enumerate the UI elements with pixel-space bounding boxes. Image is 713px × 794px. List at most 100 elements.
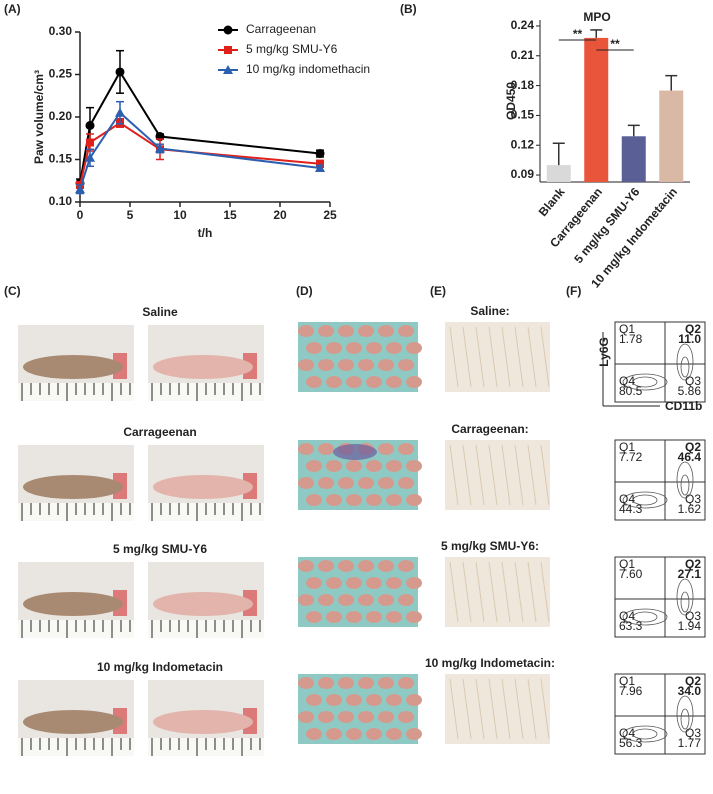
ihc-texture (527, 678, 537, 740)
he-fiber (378, 677, 394, 689)
he-fiber (318, 325, 334, 337)
ihc-texture (501, 678, 511, 740)
ihc-image (445, 557, 550, 627)
group-label: 10 mg/kg Indometacin: (425, 656, 555, 670)
he-fiber (346, 694, 362, 706)
he-fiber (406, 694, 422, 706)
contour (680, 474, 690, 496)
he-fiber (318, 594, 334, 606)
x-tick-label: 5 (127, 208, 134, 222)
photo-paw (153, 592, 253, 616)
he-fiber (386, 376, 402, 388)
marker (75, 184, 85, 194)
he-fiber (338, 560, 354, 572)
marker (115, 67, 125, 77)
quadrant-name: Q4 (619, 374, 635, 388)
he-fiber (406, 376, 422, 388)
quadrant-name: Q2 (685, 322, 701, 336)
quadrant-value: 1.94 (678, 619, 702, 633)
he-fiber (326, 694, 342, 706)
panel-label: (C) (4, 284, 21, 298)
error-bar (552, 142, 565, 166)
he-fiber (306, 694, 322, 706)
quadrant-value: 27.1 (678, 567, 702, 581)
contour (676, 695, 694, 733)
he-fiber (326, 728, 342, 740)
quadrant-value: 1.62 (678, 502, 702, 516)
he-fiber (306, 494, 322, 506)
he-fiber (386, 460, 402, 472)
panel-label: (B) (400, 2, 417, 16)
he-fiber (318, 477, 334, 489)
he-fiber (378, 325, 394, 337)
ihc-texture (527, 326, 537, 388)
he-fiber (298, 325, 314, 337)
ihc-texture (462, 326, 472, 388)
he-fiber (318, 677, 334, 689)
ihc-texture (540, 678, 550, 740)
flow-plot (614, 439, 706, 521)
quadrant-name: Q2 (685, 557, 701, 571)
ihc-texture (475, 326, 485, 388)
he-fiber (398, 711, 414, 723)
x-tick-label: 0 (77, 208, 84, 222)
he-fiber (326, 577, 342, 589)
photo-paw (23, 355, 123, 379)
he-fiber (366, 494, 382, 506)
group-label: Saline: (470, 304, 509, 318)
y-axis-label: OD450 (504, 82, 518, 120)
he-fiber (386, 494, 402, 506)
quadrant-value: 80.5 (619, 384, 643, 398)
quadrant-value: 63.3 (619, 619, 643, 633)
quadrant-value: 46.4 (678, 450, 702, 464)
marker (223, 65, 233, 74)
he-fiber (338, 359, 354, 371)
ihc-texture (514, 678, 524, 740)
ihc-texture (488, 444, 498, 506)
ihc-texture (540, 561, 550, 623)
quadrant-value: 34.0 (678, 684, 702, 698)
he-fiber (378, 711, 394, 723)
he-fiber (338, 711, 354, 723)
he-fiber (386, 342, 402, 354)
ihc-texture (449, 561, 459, 623)
he-fiber (338, 477, 354, 489)
contour (632, 494, 658, 506)
y-tick-label: 0.15 (511, 108, 535, 122)
he-fiber (398, 477, 414, 489)
he-fiber (386, 611, 402, 623)
marker (155, 143, 165, 153)
error-bar (665, 74, 678, 91)
contour (622, 608, 668, 626)
y-tick-label: 0.21 (511, 48, 535, 62)
quadrant-name: Q2 (685, 440, 701, 454)
quadrant-name: Q1 (619, 557, 635, 571)
quadrant-value: 44.3 (619, 502, 643, 516)
he-fiber (298, 594, 314, 606)
panel-label: (F) (566, 284, 581, 298)
he-fiber (366, 342, 382, 354)
he-fiber (406, 728, 422, 740)
he-fiber (306, 342, 322, 354)
contour (676, 578, 694, 616)
he-infiltrate (333, 444, 377, 460)
flow-x-label: CD11b (665, 399, 702, 413)
bar (584, 37, 609, 182)
marker (85, 121, 95, 130)
he-fiber (406, 460, 422, 472)
x-tick-label: 5 mg/kg SMU-Y6 (571, 185, 642, 266)
he-fiber (386, 728, 402, 740)
quadrant-value: 11.0 (678, 332, 701, 346)
ihc-texture (462, 678, 472, 740)
quadrant-value: 7.60 (619, 567, 643, 581)
he-fiber (366, 376, 382, 388)
he-fiber (366, 611, 382, 623)
he-fiber (378, 594, 394, 606)
ihc-image (445, 674, 550, 744)
ihc-texture (540, 326, 550, 388)
x-tick-label: 10 (173, 208, 187, 222)
quadrant-value: 7.96 (619, 684, 643, 698)
marker (115, 107, 125, 117)
chart-title: MPO (583, 10, 610, 24)
